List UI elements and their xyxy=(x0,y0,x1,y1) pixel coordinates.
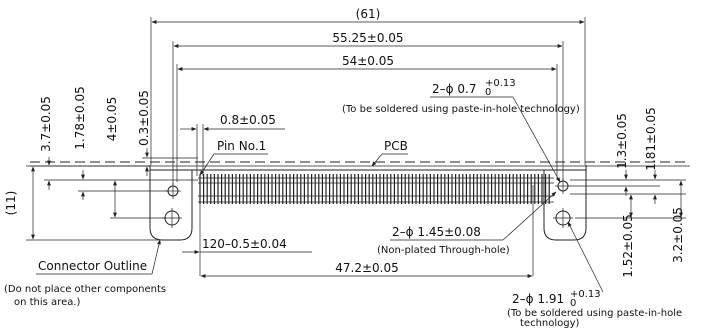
dim-v-3-7: 3.7±0.05 xyxy=(39,96,53,152)
dim-v-1-78: 1.78±0.05 xyxy=(73,86,87,150)
connector-outline-left xyxy=(149,165,193,241)
dim-pin-span: 47.2±0.05 xyxy=(335,261,399,275)
dim-inner-holes: 54±0.05 xyxy=(342,54,394,68)
hole-large-tol-upper: +0.13 xyxy=(570,289,601,300)
hole-small-tol-lower: 0 xyxy=(485,87,491,98)
dim-pitch: 0.8±0.05 xyxy=(220,113,276,127)
dim-outer-holes: 55.25±0.05 xyxy=(332,31,403,45)
connector-outline-note-line1: (Do not place other components xyxy=(4,284,166,295)
large-hole-right xyxy=(553,208,573,228)
hole-large-note-line1: (To be soldered using paste-in-hole xyxy=(507,308,682,319)
dim-v-4: 4±0.05 xyxy=(105,97,119,141)
hole-large-note-line2: technology) xyxy=(520,318,580,329)
dim-height-overall: (11) xyxy=(4,191,18,216)
dim-v-1-81: 1.81±0.05 xyxy=(644,107,658,171)
hole-small-note: (To be soldered using paste-in-hole tech… xyxy=(342,104,580,115)
pcb-label: PCB xyxy=(384,139,408,153)
pin-row xyxy=(198,174,554,204)
hole-small-tol-upper: +0.13 xyxy=(485,78,516,89)
dim-v-1-52: 1.52±0.05 xyxy=(621,214,635,278)
dim-v-1-3: 1.3±0.05 xyxy=(615,113,629,169)
hole-large-tol-lower: 0 xyxy=(570,298,576,309)
hole-small-callout: 2–ϕ 0.7 xyxy=(432,82,476,96)
hole-plated-callout: 2–ϕ 1.45±0.08 xyxy=(392,225,481,239)
pin1-label: Pin No.1 xyxy=(217,139,266,153)
dim-v-0-3: 0.3±0.05 xyxy=(137,90,151,146)
dim-pin-count-pitch: 120–0.5±0.04 xyxy=(202,237,287,251)
connector-outline-right xyxy=(543,165,587,241)
dim-v-3-2: 3.2±0.05 xyxy=(671,207,685,263)
hole-large-callout: 2–ϕ 1.91 xyxy=(512,292,564,306)
dim-overall: (61) xyxy=(356,7,381,21)
connector-outline-note-line2: on this area.) xyxy=(14,297,81,308)
small-hole-right xyxy=(555,178,571,194)
hole-plated-note: (Non-plated Through-hole) xyxy=(377,245,510,256)
connector-outline-label: Connector Outline xyxy=(38,259,147,273)
